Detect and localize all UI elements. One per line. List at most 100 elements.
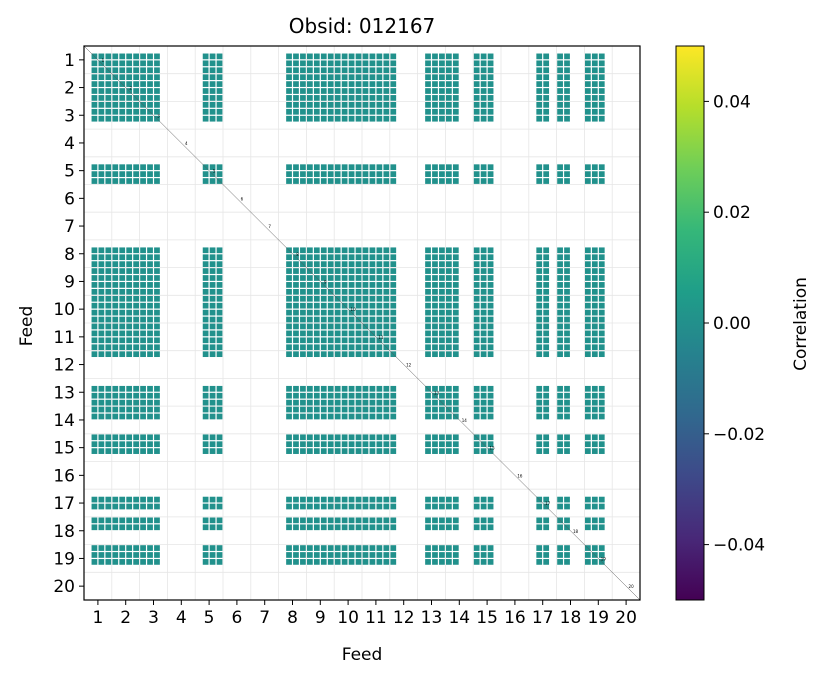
heatmap-block <box>557 323 563 330</box>
heatmap-block <box>209 385 216 392</box>
heatmap-block <box>105 60 112 67</box>
heatmap-block <box>376 95 383 101</box>
heatmap-block <box>348 67 355 74</box>
heatmap-block <box>390 282 397 288</box>
heatmap-block <box>564 171 570 177</box>
heatmap-block <box>154 323 160 330</box>
heatmap-block <box>202 316 209 323</box>
heatmap-block <box>300 441 306 448</box>
heatmap-block <box>98 288 105 295</box>
heatmap-block <box>487 496 494 503</box>
heatmap-block <box>480 81 487 87</box>
heatmap-block <box>105 344 112 351</box>
heatmap-block <box>119 413 126 420</box>
heatmap-block <box>355 288 362 295</box>
diagonal-label-5: 5 <box>213 169 216 174</box>
heatmap-block <box>591 254 598 261</box>
heatmap-block <box>300 282 306 288</box>
heatmap-block <box>383 503 390 510</box>
heatmap-cell-3-10 <box>334 102 362 122</box>
heatmap-block <box>300 351 306 358</box>
heatmap-block <box>147 53 153 60</box>
heatmap-block <box>452 95 459 101</box>
diagonal-label-2: 2 <box>129 86 132 91</box>
colorbar-gradient-bar <box>675 45 705 601</box>
heatmap-block <box>327 268 334 274</box>
heatmap-block <box>480 102 487 108</box>
heatmap-cell-10-1 <box>91 295 112 323</box>
heatmap-cell-11-3 <box>140 323 160 351</box>
heatmap-block <box>598 517 605 524</box>
heatmap-block <box>133 108 139 115</box>
heatmap-block <box>133 60 139 67</box>
heatmap-block <box>112 330 119 337</box>
heatmap-cell-1-5 <box>202 53 223 74</box>
heatmap-block <box>307 282 313 288</box>
heatmap-cell-5-9 <box>307 164 334 184</box>
heatmap-block <box>154 545 160 551</box>
heatmap-block <box>383 351 390 358</box>
heatmap-block <box>320 316 327 323</box>
heatmap-block <box>307 413 313 420</box>
heatmap-block <box>348 344 355 351</box>
heatmap-block <box>383 337 390 344</box>
heatmap-block <box>383 406 390 413</box>
heatmap-cell-13-9 <box>307 385 334 406</box>
heatmap-block <box>439 81 445 87</box>
heatmap-block <box>112 413 119 420</box>
heatmap-block <box>327 275 334 281</box>
heatmap-block <box>286 275 292 281</box>
heatmap-block <box>362 434 369 441</box>
heatmap-block <box>480 108 487 115</box>
heatmap-block <box>286 316 292 323</box>
heatmap-block <box>452 171 459 177</box>
heatmap-block <box>348 441 355 448</box>
heatmap-block <box>446 413 452 420</box>
heatmap-block <box>147 330 153 337</box>
y-tick-label-8: 8 <box>64 245 75 265</box>
heatmap-block <box>425 413 431 420</box>
heatmap-block <box>133 552 139 558</box>
heatmap-block <box>119 60 126 67</box>
diagonal-label-18: 18 <box>573 529 579 534</box>
heatmap-block <box>362 95 369 101</box>
heatmap-block <box>536 385 543 392</box>
heatmap-block <box>334 102 341 108</box>
heatmap-block <box>105 261 112 267</box>
heatmap-block <box>154 247 160 254</box>
heatmap-block <box>133 302 139 309</box>
heatmap-block <box>91 171 98 177</box>
heatmap-block <box>307 330 313 337</box>
heatmap-block <box>452 496 459 503</box>
heatmap-block <box>425 67 431 74</box>
heatmap-block <box>154 102 160 108</box>
heatmap-block <box>119 288 126 295</box>
heatmap-block <box>598 53 605 60</box>
heatmap-block <box>480 171 487 177</box>
heatmap-block <box>98 434 105 441</box>
heatmap-block <box>334 351 341 358</box>
heatmap-block <box>202 261 209 267</box>
heatmap-block <box>105 448 112 454</box>
heatmap-block <box>119 171 126 177</box>
heatmap-cell-10-5 <box>202 295 223 323</box>
heatmap-block <box>334 545 341 551</box>
heatmap-block <box>369 503 376 510</box>
heatmap-block <box>133 316 139 323</box>
heatmap-block <box>341 552 348 558</box>
heatmap-block <box>585 399 591 406</box>
heatmap-block <box>320 545 327 551</box>
heatmap-block <box>147 399 153 406</box>
heatmap-block <box>98 74 105 81</box>
heatmap-block <box>355 171 362 177</box>
heatmap-block <box>543 254 550 261</box>
heatmap-block <box>598 261 605 267</box>
heatmap-cell-18-19 <box>585 517 605 531</box>
heatmap-block <box>585 330 591 337</box>
heatmap-block <box>591 406 598 413</box>
heatmap-block <box>112 323 119 330</box>
heatmap-block <box>327 344 334 351</box>
heatmap-block <box>439 330 445 337</box>
heatmap-block <box>585 108 591 115</box>
heatmap-block <box>98 517 105 524</box>
